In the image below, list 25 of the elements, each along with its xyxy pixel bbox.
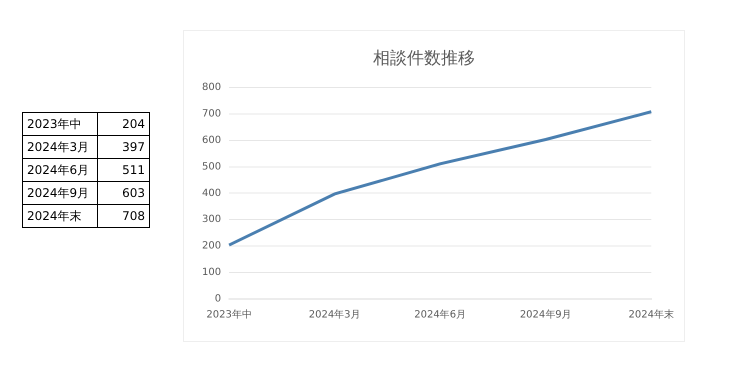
y-tick-label: 700 (202, 108, 222, 120)
x-tick-label: 2024年6月 (414, 308, 466, 321)
text: 708 (98, 204, 150, 228)
text: 204 (98, 112, 150, 136)
text: 2024年6月 (22, 158, 98, 182)
y-tick-label: 300 (202, 214, 222, 226)
text: 2023年中 (22, 112, 98, 136)
y-tick-label: 400 (202, 188, 222, 199)
text: 2024年末 (22, 204, 98, 228)
y-tick-label: 800 (202, 82, 222, 93)
text: 397 (98, 136, 150, 158)
y-tick-label: 500 (202, 161, 222, 172)
text: 2024年9月 (22, 182, 98, 204)
text: 603 (98, 182, 150, 204)
x-tick-label: 2024年3月 (308, 308, 361, 321)
x-tick-label: 2023年中 (206, 308, 252, 321)
x-tick-label: 2024年末 (628, 308, 674, 321)
y-tick-label: 100 (202, 267, 222, 278)
chart-title: 相談件数推移 (373, 48, 475, 69)
text: 2024年3月 (22, 136, 98, 158)
y-tick-label: 200 (202, 240, 222, 252)
y-tick-label: 600 (202, 134, 222, 146)
text: 511 (98, 158, 150, 182)
y-tick-label: 0 (214, 294, 222, 305)
x-tick-label: 2024年9月 (520, 308, 572, 321)
